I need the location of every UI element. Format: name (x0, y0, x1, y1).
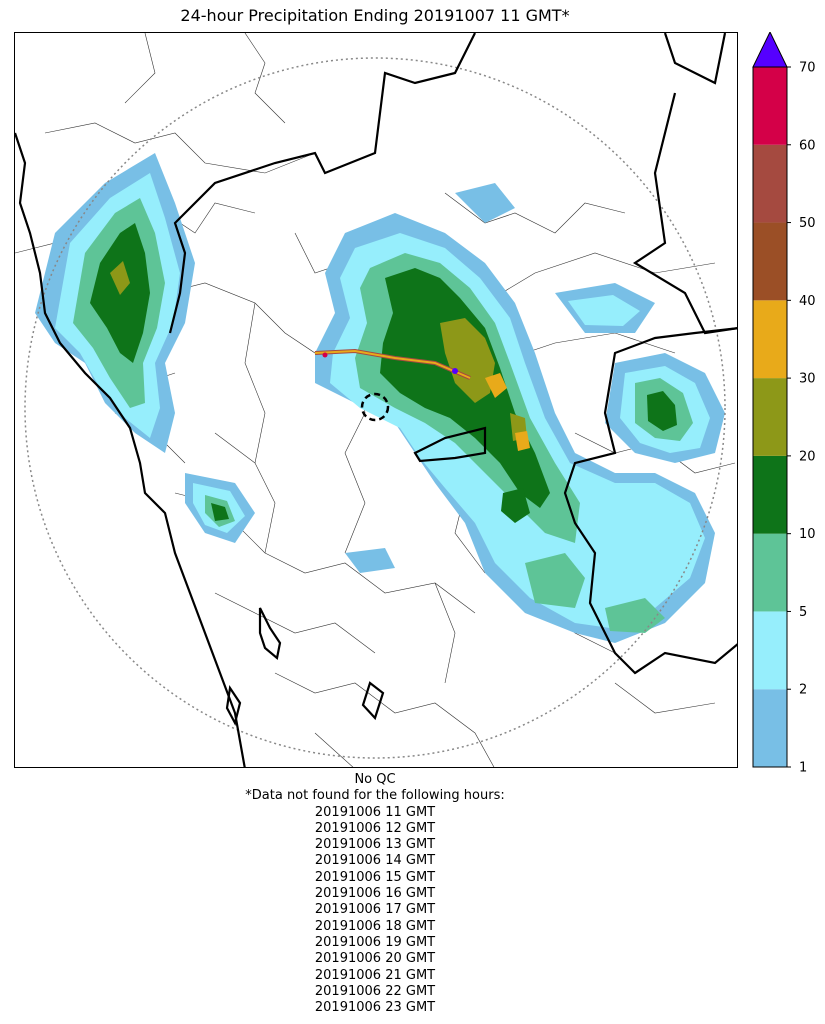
colorbar-bin (753, 689, 787, 767)
missing-hour-item: 20191006 14 GMT (314, 853, 436, 869)
colorbar-tick-label: 60 (799, 138, 816, 153)
colorbar-tick-label: 70 (799, 61, 816, 76)
missing-hour-item: 20191006 12 GMT (314, 820, 436, 836)
missing-hour-item: 20191006 13 GMT (314, 837, 436, 853)
colorbar-tick-label: 50 (799, 216, 816, 231)
missing-hour-item: 20191006 20 GMT (314, 951, 436, 967)
missing-hour-item: 20191006 18 GMT (314, 918, 436, 934)
missing-header: *Data not found for the following hours: (245, 788, 505, 804)
colorbar-frame (752, 66, 788, 768)
colorbar-svg: 1 2 5 10 20 30 40 50 60 70 (752, 32, 816, 773)
colorbar: 1 2 5 10 20 30 40 50 60 70 (752, 32, 822, 772)
colorbar-bin (753, 455, 787, 534)
map-canvas (15, 33, 737, 767)
missing-hours-list: 20191006 11 GMT 20191006 12 GMT 20191006 1… (0, 805, 750, 1017)
radar-range-ring (24, 57, 726, 759)
colorbar-tick-label: 5 (799, 605, 807, 620)
colorbar-tick-label: 40 (799, 294, 816, 309)
missing-hour-item: 20191006 22 GMT (314, 983, 436, 999)
colorbar-bin (753, 378, 787, 456)
map-title: 24-hour Precipitation Ending 20191007 11… (180, 6, 570, 25)
radar-site-marker (360, 392, 390, 422)
missing-hour-item: 20191006 23 GMT (314, 1000, 436, 1016)
precipitation-map[interactable] (14, 32, 738, 768)
missing-hour-item: 20191006 11 GMT (314, 804, 436, 820)
colorbar-bin (753, 222, 787, 301)
colorbar-bin (753, 611, 787, 690)
colorbar-tick-label: 10 (799, 527, 816, 542)
state-boundaries (15, 33, 737, 767)
colorbar-tick-label: 20 (799, 449, 816, 464)
colorbar-tick-label: 2 (799, 683, 807, 698)
qc-label: No QC (354, 772, 396, 787)
colorbar-tick-label: 1 (799, 761, 807, 773)
colorbar-extend-arrow (752, 32, 788, 68)
colorbar-bin (753, 144, 787, 223)
precip-streak (314, 348, 471, 380)
missing-hour-item: 20191006 17 GMT (314, 902, 436, 918)
notes-block: No QC *Data not found for the following … (0, 772, 750, 1016)
missing-hour-item: 20191006 21 GMT (314, 967, 436, 983)
colorbar-bin (753, 300, 787, 379)
colorbar-bin (753, 67, 787, 145)
precip-layer-30-40 (485, 373, 530, 451)
colorbar-bin (753, 533, 787, 612)
missing-hour-item: 20191006 16 GMT (314, 886, 436, 902)
colorbar-tick-label: 30 (799, 372, 816, 387)
missing-hour-item: 20191006 19 GMT (314, 934, 436, 950)
missing-hour-item: 20191006 15 GMT (314, 869, 436, 885)
